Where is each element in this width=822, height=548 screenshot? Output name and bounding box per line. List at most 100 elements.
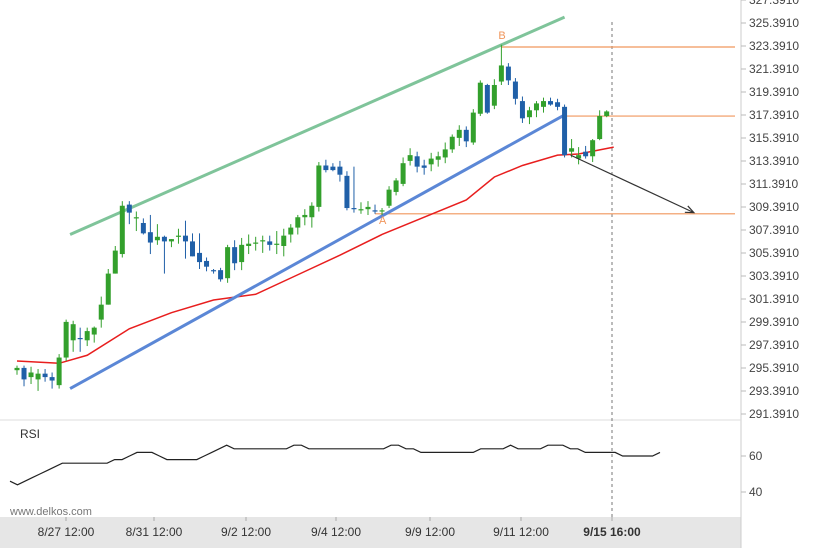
candle-body	[239, 244, 245, 263]
y-tick-label: 291.3910	[749, 407, 799, 421]
candle-body	[498, 65, 504, 82]
candle-body	[477, 82, 483, 114]
candle-body	[161, 236, 167, 242]
x-tick-label: 8/27 12:00	[38, 525, 95, 539]
y-tick-label: 319.3910	[749, 85, 799, 99]
watermark: www.delkos.com	[9, 506, 92, 518]
candle-body	[119, 205, 125, 255]
candle-body	[77, 337, 83, 340]
candle-body	[456, 129, 462, 138]
candle-body	[435, 156, 441, 160]
pattern-point-label: A	[379, 215, 387, 227]
projection-arrowhead	[684, 205, 696, 214]
x-tick-label: 9/4 12:00	[311, 525, 361, 539]
candle-body	[35, 373, 41, 380]
candle-body	[14, 367, 20, 371]
rsi-line	[9, 444, 661, 486]
moving-average-line	[16, 146, 614, 365]
candle-body	[246, 243, 252, 246]
candle-body	[267, 241, 273, 245]
candle-body	[140, 222, 146, 234]
candle-body	[274, 243, 280, 245]
candle-body	[386, 189, 392, 206]
y-tick-label: 303.3910	[749, 269, 799, 283]
y-tick-label: 295.3910	[749, 361, 799, 375]
candle-body	[105, 273, 111, 305]
rsi-tick-label: 40	[749, 485, 763, 499]
candle-body	[147, 232, 153, 243]
candle-body	[98, 304, 104, 320]
candle-body	[218, 270, 224, 280]
candle-body	[154, 236, 160, 241]
x-tick-label: 8/31 12:00	[126, 525, 183, 539]
candle-body	[414, 156, 420, 167]
candle-body	[168, 239, 174, 242]
candle-body	[211, 270, 217, 272]
candle-body	[400, 163, 406, 184]
candle-body	[288, 227, 294, 235]
candle-body	[175, 235, 181, 237]
y-tick-label: 297.3910	[749, 338, 799, 352]
candle-body	[302, 214, 308, 218]
candle-body	[541, 101, 546, 107]
y-tick-label: 317.3910	[749, 108, 799, 122]
candle-body	[512, 81, 518, 99]
candle-body	[421, 165, 427, 168]
candle-body	[91, 327, 97, 335]
lower-channel-line	[69, 113, 566, 390]
candle-body	[112, 250, 118, 274]
x-tick-label: 9/2 12:00	[221, 525, 271, 539]
candle-body	[393, 180, 399, 192]
candle-body	[428, 158, 434, 165]
candle-body	[449, 136, 455, 150]
candle-body	[42, 373, 48, 378]
candle-body	[562, 106, 568, 156]
y-tick-label: 305.3910	[749, 246, 799, 260]
candle-body	[182, 235, 188, 242]
x-tick-label: 9/15 16:00	[583, 525, 641, 539]
y-tick-label: 325.3910	[749, 16, 799, 30]
candle-body	[505, 66, 511, 81]
candle-body	[344, 175, 350, 209]
y-tick-label: 299.3910	[749, 315, 799, 329]
candle-body	[576, 155, 582, 159]
y-tick-label: 309.3910	[749, 200, 799, 214]
candle-body	[21, 367, 27, 380]
candle-body	[470, 112, 476, 143]
candle-body	[316, 165, 322, 207]
y-tick-label: 307.3910	[749, 223, 799, 237]
candle-body	[463, 129, 469, 142]
candle-body	[379, 210, 385, 212]
candle-body	[604, 111, 610, 117]
rsi-label: RSI	[20, 427, 40, 441]
x-axis-band	[0, 517, 741, 548]
candle-body	[56, 357, 62, 386]
y-tick-label: 321.3910	[749, 62, 799, 76]
pattern-point-label: B	[498, 30, 505, 42]
candle-body	[407, 155, 413, 161]
y-tick-label: 293.3910	[749, 384, 799, 398]
candle-body	[197, 252, 203, 263]
upper-channel-line	[69, 15, 566, 236]
candle-body	[555, 102, 561, 107]
candle-body	[533, 103, 539, 111]
candle-body	[519, 101, 525, 119]
x-tick-label: 9/11 12:00	[493, 525, 549, 539]
candle-body	[253, 242, 259, 244]
candle-body	[351, 208, 357, 210]
rsi-tick-label: 60	[749, 449, 763, 463]
candle-body	[484, 84, 490, 113]
y-tick-label: 301.3910	[749, 292, 799, 306]
candle-body	[28, 372, 34, 378]
candle-body	[372, 210, 378, 212]
candle-body	[260, 240, 266, 242]
candle-body	[583, 151, 589, 157]
x-tick-label: 9/9 12:00	[405, 525, 455, 539]
y-tick-label: 311.3910	[749, 177, 798, 191]
candle-body	[491, 84, 497, 106]
candle-body	[204, 260, 210, 267]
candle-body	[295, 217, 301, 228]
candle-body	[309, 205, 315, 218]
candle-body	[281, 235, 287, 246]
